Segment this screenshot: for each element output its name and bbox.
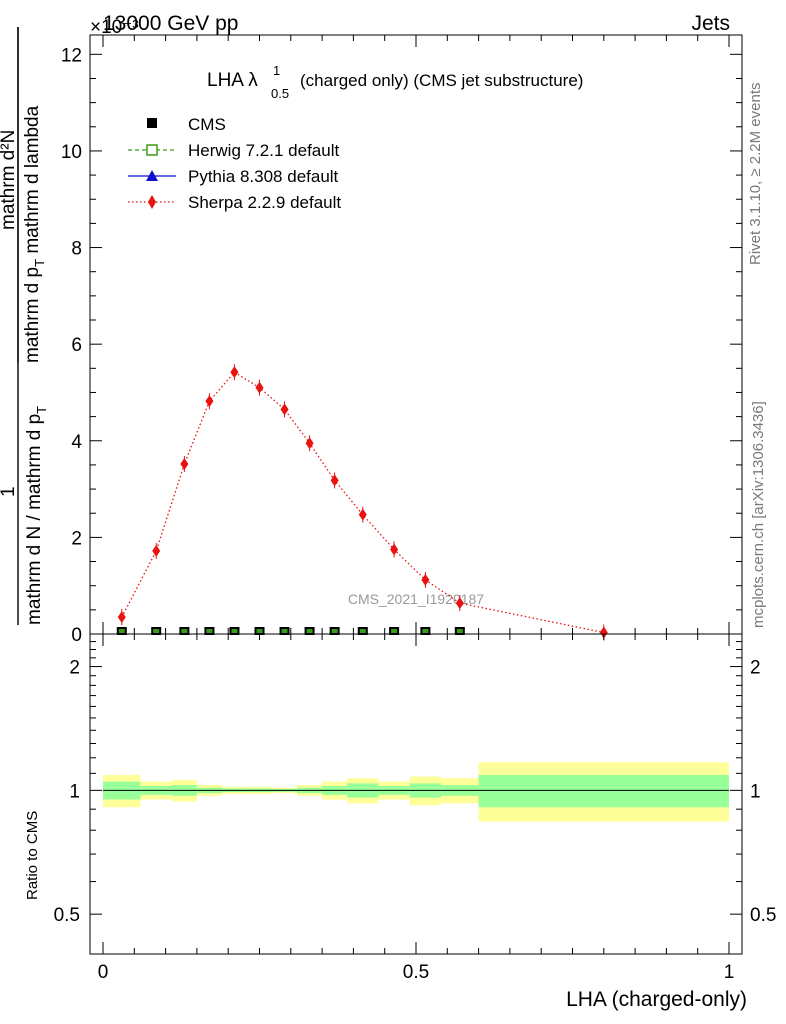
legend-label-herwig: Herwig 7.2.1 default: [188, 141, 339, 160]
main-y-tick-label: 8: [71, 239, 82, 260]
main-y-tick-label: 12: [61, 45, 82, 66]
legend-label-cms: CMS: [188, 115, 226, 134]
cms-series: [116, 627, 465, 635]
energy-label: 13000 GeV pp: [103, 12, 238, 35]
herwig-point-overlay: [306, 629, 313, 633]
sherpa-line: [121, 371, 604, 634]
herwig-point-overlay: [281, 629, 288, 633]
legend-entry-sherpa: Sherpa 2.2.9 default: [128, 193, 341, 212]
main-y-tick-label: 2: [71, 528, 82, 549]
sherpa-point: [305, 437, 314, 450]
ratio-x-ticks: 0 0.5 1: [98, 634, 735, 983]
legend-label-sherpa: Sherpa 2.2.9 default: [188, 193, 341, 212]
y-label-denominator: mathrm d N / mathrm d pT: [24, 406, 49, 625]
ratio-y-axis-label: Ratio to CMS: [24, 811, 41, 900]
sherpa-point: [255, 381, 264, 394]
legend-entry-cms: CMS: [147, 115, 226, 134]
sherpa-point: [455, 597, 464, 610]
sherpa-point: [117, 611, 126, 624]
x-tick-label: 0: [98, 962, 109, 983]
chart-title-subscript: 0.5: [271, 86, 289, 101]
main-y-tick-label: 10: [61, 142, 82, 163]
herwig-point-overlay: [231, 629, 238, 633]
herwig-point-overlay: [256, 629, 263, 633]
sherpa-point: [205, 395, 214, 408]
main-y-axis-label: mathrm d N / mathrm d pT 1 mathrm d pT m…: [0, 27, 49, 625]
sherpa-point: [358, 508, 367, 521]
sherpa-point: [599, 626, 608, 639]
herwig-point-overlay: [422, 629, 429, 633]
sherpa-point: [180, 457, 189, 470]
exponent-label: ×10⁻³: [90, 17, 139, 38]
sherpa-point: [390, 543, 399, 556]
ratio-y-tick-label-right: 2: [750, 658, 761, 679]
x-tick-label: 1: [724, 962, 735, 983]
watermark: CMS_2021_I1920187: [348, 591, 484, 607]
herwig-point-overlay: [153, 629, 160, 633]
y-label-numerator-sub: mathrm d pT mathrm d lambda: [22, 105, 47, 363]
legend-marker-square: [147, 118, 157, 128]
ratio-panel: 0.5 0.51 12 2 0 0.5 1 Ratio to CMS LHA (charg…: [24, 633, 776, 1011]
main-y-tick-label: 4: [71, 432, 82, 453]
ratio-y-tick-label: 0.5: [54, 905, 80, 926]
legend-marker-diamond: [148, 195, 156, 209]
x-tick-label: 0.5: [403, 962, 429, 983]
rivet-side-label: Rivet 3.1.10, ≥ 2.2M events: [747, 83, 764, 266]
sherpa-point: [152, 544, 161, 557]
legend-entry-pythia: Pythia 8.308 default: [128, 167, 339, 186]
herwig-point-overlay: [118, 629, 125, 633]
herwig-point-overlay: [331, 629, 338, 633]
sherpa-point: [280, 403, 289, 416]
chart-title: LHA λ: [207, 70, 258, 91]
sherpa-point: [421, 573, 430, 586]
legend-label-pythia: Pythia 8.308 default: [188, 167, 339, 186]
y-label-fraction-one: 1: [0, 486, 19, 497]
ratio-y-ticks: 0.5 0.5 1 1 2 2: [54, 641, 776, 926]
chart-title-main: LHA λ: [207, 70, 258, 91]
ratio-y-tick-label: 2: [69, 658, 80, 679]
legend: CMS Herwig 7.2.1 default Pythia 8.308 de…: [128, 115, 341, 212]
herwig-point-overlay: [456, 629, 463, 633]
sherpa-point: [230, 366, 239, 379]
ratio-y-tick-label-right: 1: [750, 781, 761, 802]
legend-marker-open-square: [146, 144, 158, 156]
herwig-point-overlay: [206, 629, 213, 633]
sherpa-series: [117, 364, 608, 641]
chart-title-rest: (charged only) (CMS jet substructure): [300, 71, 583, 90]
main-y-tick-label: 0: [71, 625, 82, 646]
herwig-point-overlay: [391, 629, 398, 633]
main-y-tick-label: 6: [71, 335, 82, 356]
ratio-bands: [103, 762, 729, 822]
legend-entry-herwig: Herwig 7.2.1 default: [128, 141, 339, 160]
ratio-y-tick-label: 1: [69, 781, 80, 802]
mcplots-side-label: mcplots.cern.ch [arXiv:1306.3436]: [750, 401, 767, 628]
herwig-point-overlay: [181, 629, 188, 633]
herwig-point-overlay: [359, 629, 366, 633]
ratio-y-tick-label-right: 0.5: [750, 905, 776, 926]
ratio-inner-band: [478, 774, 729, 808]
chart-title-superscript: 1: [273, 63, 280, 78]
legend-marker-triangle: [146, 170, 158, 181]
main-y-ticks: 0 2 4 6 8 10 12: [61, 45, 742, 646]
sherpa-point: [330, 474, 339, 487]
y-label-numerator: mathrm d²N: [0, 130, 19, 230]
x-axis-label: LHA (charged-only): [566, 988, 747, 1011]
category-label: Jets: [691, 12, 730, 35]
